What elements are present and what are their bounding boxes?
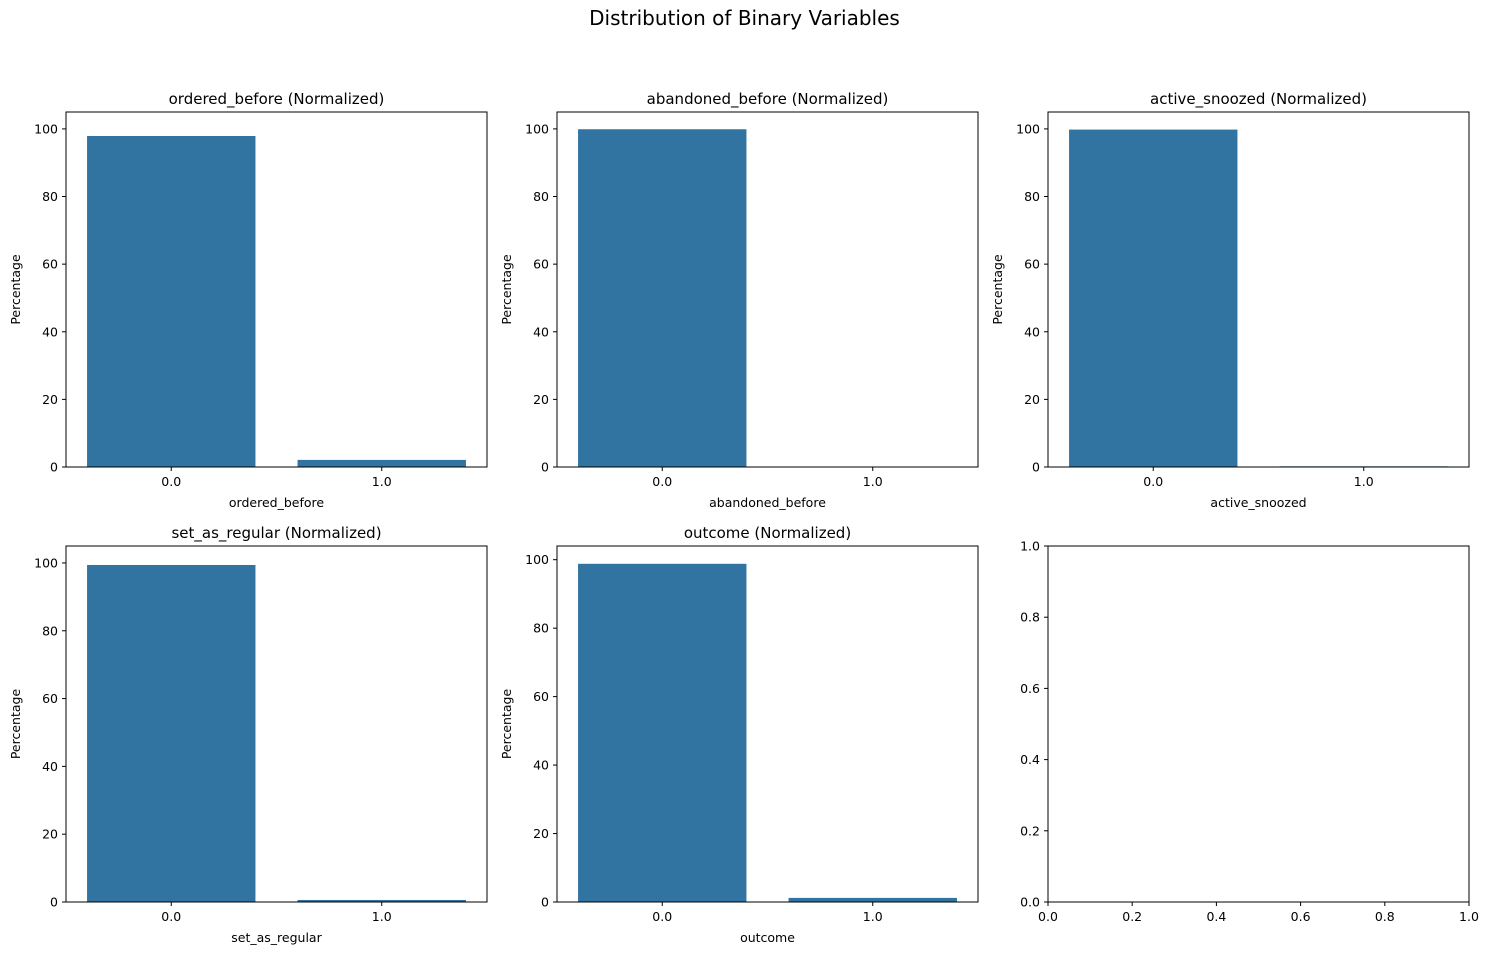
y-tick-label: 80 [533, 189, 549, 204]
y-tick-label: 100 [1016, 121, 1040, 136]
y-tick-label: 0.4 [1020, 752, 1040, 767]
bar-0.0 [578, 563, 747, 902]
axes-frame [556, 545, 979, 903]
y-tick-label: 0 [50, 895, 58, 910]
x-tick-label: 1.0 [863, 474, 883, 489]
x-axis-label: outcome [740, 930, 795, 945]
x-axis-label: set_as_regular [231, 930, 322, 945]
x-tick-label: 0.0 [652, 474, 672, 489]
y-tick-label: 60 [1024, 257, 1040, 272]
y-tick-label: 80 [42, 623, 58, 638]
subplot-6 [1044, 545, 1470, 906]
subplot-title: ordered_before (Normalized) [169, 90, 385, 109]
y-tick-label: 60 [533, 689, 549, 704]
y-tick-label: 20 [533, 392, 549, 407]
y-tick-label: 0 [541, 895, 549, 910]
x-tick-label: 1.0 [372, 909, 392, 924]
x-tick-label: 0.4 [1206, 909, 1226, 924]
figure-suptitle: Distribution of Binary Variables [589, 6, 900, 30]
x-tick-label: 1.0 [372, 474, 392, 489]
y-tick-label: 0 [1032, 460, 1040, 475]
y-tick-label: 0 [50, 460, 58, 475]
y-tick-label: 40 [533, 324, 549, 339]
y-axis-label: Percentage [990, 254, 1005, 325]
y-tick-label: 40 [42, 324, 58, 339]
x-tick-label: 0.0 [1038, 909, 1058, 924]
axes-frame [556, 111, 979, 468]
y-tick-label: 0.6 [1020, 681, 1040, 696]
x-tick-label: 1.0 [1354, 474, 1374, 489]
x-tick-label: 1.0 [1459, 909, 1479, 924]
y-tick-label: 40 [1024, 324, 1040, 339]
axes-frame [65, 111, 488, 468]
y-tick-label: 20 [42, 827, 58, 842]
y-tick-label: 20 [42, 392, 58, 407]
x-tick-label: 0.8 [1375, 909, 1395, 924]
y-tick-label: 100 [34, 121, 58, 136]
bar-0.0 [1069, 129, 1238, 468]
y-tick-label: 100 [525, 121, 549, 136]
axes-frame [65, 545, 488, 903]
subplot-2 [553, 111, 979, 471]
x-tick-label: 0.0 [161, 909, 181, 924]
axes-frame [1047, 545, 1470, 903]
y-tick-label: 0.8 [1020, 610, 1040, 625]
y-tick-label: 60 [42, 691, 58, 706]
y-tick-label: 0.0 [1020, 895, 1040, 910]
x-axis-label: ordered_before [229, 495, 324, 510]
subplot-title: outcome (Normalized) [684, 524, 851, 542]
y-tick-label: 40 [42, 759, 58, 774]
y-axis-label: Percentage [8, 689, 23, 760]
x-tick-label: 0.0 [161, 474, 181, 489]
y-axis-label: Percentage [499, 254, 514, 325]
bar-1.0 [297, 899, 466, 902]
y-tick-label: 1.0 [1020, 539, 1040, 554]
bar-1.0 [788, 897, 957, 902]
bar-1.0 [297, 459, 466, 467]
y-axis-label: Percentage [499, 689, 514, 760]
x-tick-label: 0.2 [1122, 909, 1142, 924]
x-tick-label: 0.0 [652, 909, 672, 924]
y-tick-label: 20 [533, 826, 549, 841]
y-tick-label: 20 [1024, 392, 1040, 407]
subplot-title: abandoned_before (Normalized) [647, 90, 889, 109]
bar-0.0 [87, 564, 256, 902]
y-axis-label: Percentage [8, 254, 23, 325]
y-tick-label: 80 [533, 621, 549, 636]
x-tick-label: 0.0 [1143, 474, 1163, 489]
subplot-title: set_as_regular (Normalized) [171, 524, 381, 543]
y-tick-label: 40 [533, 758, 549, 773]
subplot-3 [1044, 111, 1470, 471]
y-tick-label: 80 [1024, 189, 1040, 204]
bar-0.0 [87, 136, 256, 467]
y-tick-label: 60 [42, 257, 58, 272]
axes-frame [1047, 111, 1470, 468]
y-tick-label: 80 [42, 189, 58, 204]
y-tick-label: 0.2 [1020, 823, 1040, 838]
x-axis-label: active_snoozed [1210, 495, 1306, 510]
x-axis-label: abandoned_before [709, 495, 826, 510]
y-tick-label: 60 [533, 257, 549, 272]
y-tick-label: 0 [541, 460, 549, 475]
subplot-5 [553, 545, 979, 906]
subplot-4 [62, 545, 488, 906]
x-tick-label: 0.6 [1291, 909, 1311, 924]
y-tick-label: 100 [525, 552, 549, 567]
y-tick-label: 100 [34, 555, 58, 570]
x-tick-label: 1.0 [863, 909, 883, 924]
bar-0.0 [578, 129, 747, 467]
subplot-title: active_snoozed (Normalized) [1150, 90, 1367, 109]
subplot-1 [62, 111, 488, 471]
